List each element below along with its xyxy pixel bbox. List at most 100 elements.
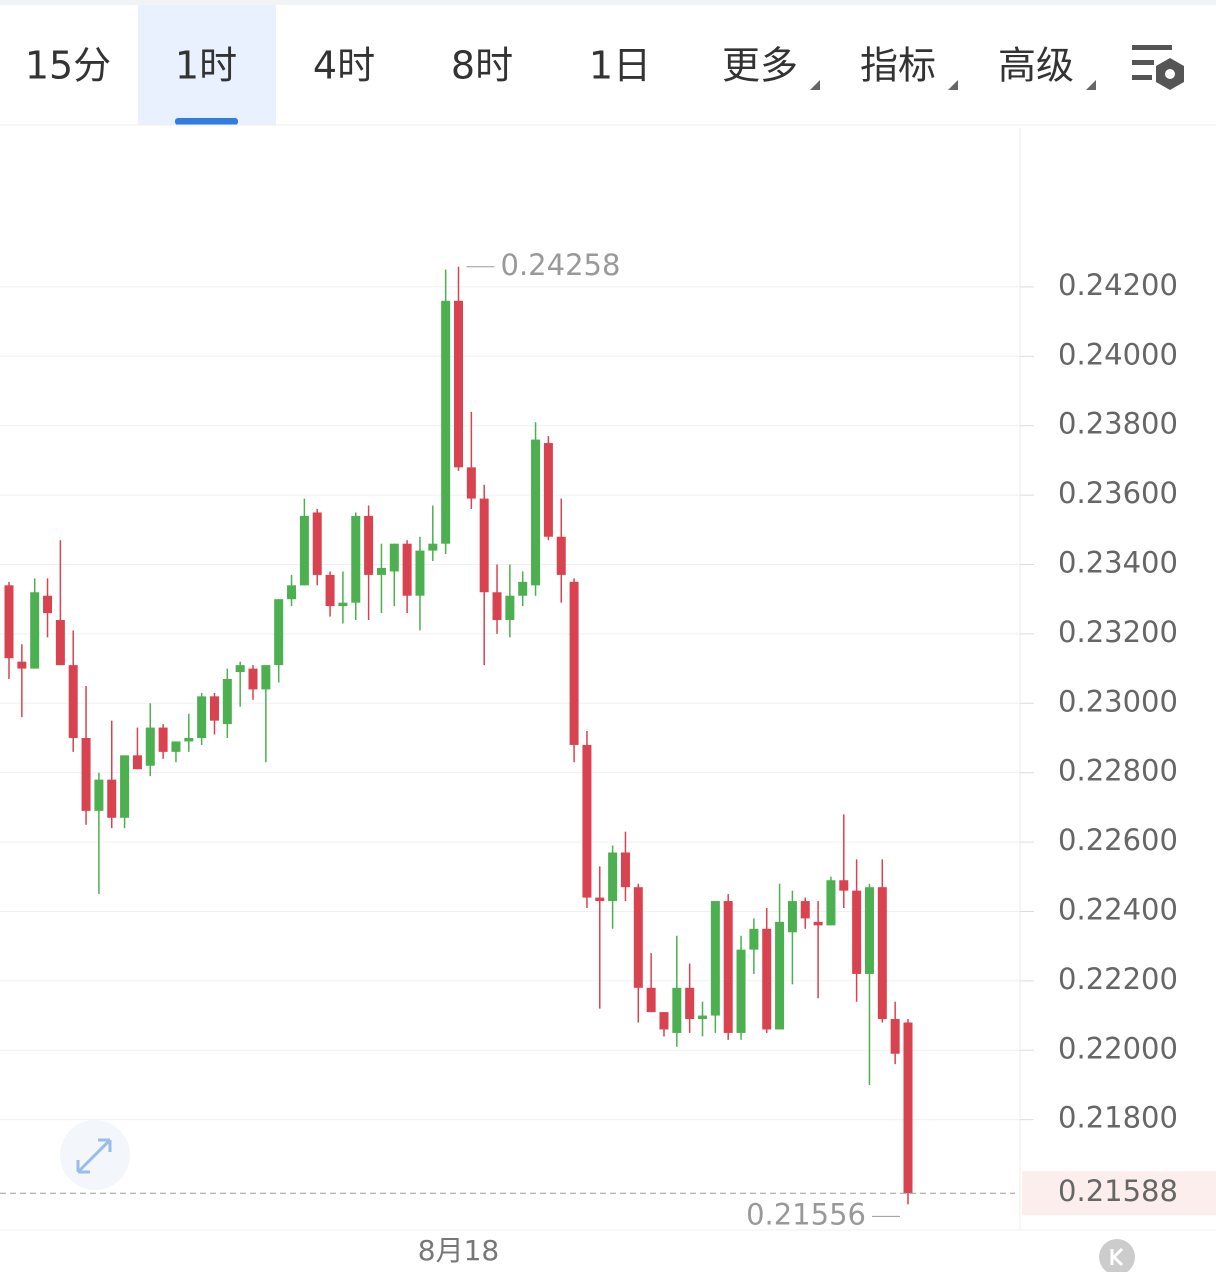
timeframe-tab[interactable]: 15分	[25, 44, 111, 88]
y-tick-label: 0.23200	[1058, 615, 1178, 649]
candle-body	[710, 901, 720, 1016]
candle-body	[698, 1015, 708, 1020]
expand-button[interactable]	[60, 1120, 130, 1190]
candle-body	[389, 543, 399, 572]
candle-body	[184, 737, 194, 742]
candle-body	[299, 515, 309, 586]
candle-body	[826, 880, 836, 926]
candle-body	[222, 679, 232, 725]
y-tick-label: 0.24200	[1058, 268, 1178, 302]
toolbar: 15分 1时 4时 8时 1日 更多 指标 高级	[25, 44, 1096, 90]
candle-body	[376, 567, 386, 575]
candle-body	[107, 779, 117, 818]
candle-body	[312, 512, 322, 575]
timeframe-tab[interactable]: 1日	[589, 44, 651, 88]
last-price-bg	[1022, 1171, 1216, 1216]
dropdown-arrow	[1086, 80, 1096, 90]
candle-body	[351, 515, 361, 603]
candle-body	[248, 668, 258, 690]
candle-body	[659, 1012, 669, 1030]
k-button[interactable]	[1099, 1239, 1135, 1275]
candle-body	[415, 550, 425, 596]
candle-body	[582, 744, 592, 898]
y-tick-label: 0.22400	[1058, 892, 1178, 926]
candle-body	[685, 987, 695, 1020]
y-tick-label: 0.23000	[1058, 684, 1178, 718]
candle-body	[325, 574, 335, 607]
candle-body	[402, 543, 412, 596]
y-tick-label: 0.22000	[1058, 1031, 1178, 1065]
candle-body	[569, 581, 579, 745]
candle-body	[531, 439, 541, 586]
candle-body	[68, 665, 78, 738]
candle-body	[813, 921, 823, 926]
dropdown-arrow	[810, 80, 820, 90]
candle-body	[94, 779, 104, 811]
candle-body	[479, 498, 489, 593]
candle-body	[903, 1022, 913, 1194]
y-tick-label: 0.23600	[1058, 476, 1178, 510]
min-label: 0.21556	[746, 1197, 866, 1231]
last-price-label: 0.21588	[1058, 1174, 1178, 1208]
timeframe-tab[interactable]: 8时	[451, 44, 513, 88]
candle-body	[749, 928, 759, 950]
candle-body	[543, 443, 553, 537]
candle-body	[620, 852, 630, 888]
candle-body	[81, 737, 91, 811]
y-tick-label: 0.22200	[1058, 962, 1178, 996]
candle-body	[518, 581, 528, 596]
candle-body	[235, 665, 245, 673]
candle-body	[17, 661, 27, 669]
candle-body	[864, 887, 874, 974]
menu-tab[interactable]: 指标	[860, 44, 936, 88]
settings-icon[interactable]	[1132, 45, 1184, 90]
candle-body	[55, 620, 65, 666]
candle-body	[145, 727, 155, 766]
candle-body	[428, 543, 438, 551]
candle-body	[608, 852, 618, 902]
y-tick-label: 0.22800	[1058, 754, 1178, 788]
candle-body	[261, 665, 271, 690]
candle-body	[787, 901, 797, 933]
timeframe-tab[interactable]: 4时	[313, 44, 375, 88]
max-label: 0.24258	[501, 248, 621, 282]
candle-body	[672, 987, 682, 1033]
candle-body	[890, 1019, 900, 1054]
active-tab-indicator	[175, 118, 238, 125]
y-tick-label: 0.24000	[1058, 337, 1178, 371]
y-tick-label: 0.21800	[1058, 1101, 1178, 1135]
menu-tab[interactable]: 更多	[722, 44, 798, 88]
candle-body	[723, 901, 733, 1033]
candle-body	[209, 696, 219, 721]
menu-tab[interactable]: 高级	[998, 44, 1074, 88]
candle-body	[4, 585, 14, 659]
candle-body	[43, 595, 53, 614]
y-tick-label: 0.23400	[1058, 545, 1178, 579]
candle-body	[852, 890, 862, 974]
candle-body	[132, 755, 142, 770]
candle-body	[466, 467, 476, 499]
candle-body	[30, 592, 40, 669]
candle-body	[762, 928, 772, 1030]
plot-area: 0.21800 0.22000 0.22200 0.22400 0.22600 0.228…	[0, 248, 1216, 1267]
candle-body	[287, 585, 297, 600]
candle-body	[158, 727, 168, 752]
candle-body	[197, 696, 207, 738]
candle-body	[364, 515, 374, 575]
candle-body	[274, 599, 284, 666]
dropdown-arrow	[948, 80, 958, 90]
candle-body	[171, 741, 181, 752]
candle-body	[839, 880, 849, 891]
status-strip	[0, 0, 1216, 5]
candle-body	[120, 755, 130, 818]
active-tab-bg	[138, 5, 276, 125]
candle-body	[492, 592, 502, 621]
candle-body	[633, 887, 643, 988]
candle-body	[800, 901, 810, 919]
candle-body	[877, 887, 887, 1020]
x-tick-label: 8月18	[418, 1234, 499, 1267]
y-tick-label: 0.22600	[1058, 823, 1178, 857]
candle-body	[736, 949, 746, 1033]
timeframe-tab[interactable]: 1时	[175, 44, 237, 88]
